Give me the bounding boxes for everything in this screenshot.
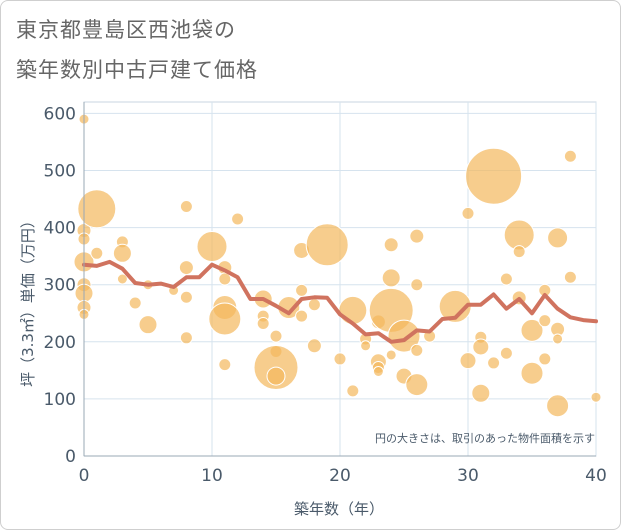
y-tick-label: 300 [44,276,76,296]
bubble-point [472,338,490,356]
bubble-point [459,352,477,370]
bubble-point [465,147,523,205]
bubble-point [520,361,544,385]
y-tick-label: 0 [65,447,76,467]
bubble-point [208,302,242,336]
bubble-point [338,295,368,325]
x-tick-label: 0 [79,466,90,486]
bubble-layer [73,113,602,418]
bubble-point [333,352,347,366]
bubble-point [405,373,429,397]
y-tick-label: 100 [44,390,76,410]
bubble-point [547,227,569,249]
axis-layer: 0 100 200 300 400 500 600 0 10 20 30 40 [44,102,607,486]
bubble-point [90,246,104,260]
y-axis-label: 坪（3.3㎡）単価（万円） [19,213,37,387]
bubble-point [77,189,117,229]
bubble-point [179,199,193,213]
bubble-point [520,318,544,342]
bubble-point [196,230,228,262]
bubble-point [231,212,245,226]
bubble-point [383,237,399,253]
bubble-point [538,352,552,366]
bubble-point [128,296,142,310]
bubble-point [360,340,372,352]
bubble-point [590,391,602,403]
y-tick-label: 200 [44,333,76,353]
bubble-point [381,268,401,288]
bubble-point [499,346,513,360]
bubble-point [116,273,128,285]
bubble-point [112,243,132,263]
bubble-point [218,358,232,372]
chart-title-line2: 築年数別中古戸建て価格 [16,58,258,82]
bubble-point [387,319,421,353]
bubble-point [269,329,283,343]
bubble-point [295,283,309,297]
bubble-point [306,338,322,354]
y-tick-label: 600 [44,104,76,124]
bubble-point [307,298,321,312]
bubble-point [538,314,552,328]
chart-title-line1: 東京都豊島区西池袋の [16,18,236,42]
bubble-point [552,333,564,345]
bubble-point [512,245,526,259]
bubble-point [179,331,193,345]
bubble-size-annotation: 円の大きさは、取引のあった物件面積を示す [375,431,595,445]
x-tick-label: 10 [201,466,223,486]
x-tick-label: 20 [329,466,351,486]
average-price-line [82,259,598,344]
x-tick-label: 40 [585,466,607,486]
bubble-point [546,394,570,418]
bubble-point [385,349,397,361]
bubble-point [410,343,424,357]
y-tick-label: 400 [44,219,76,239]
bubble-point [179,290,193,304]
grid-layer [83,101,597,457]
bubble-point [256,317,270,331]
bubble-point [487,356,501,370]
bubble-point [178,260,194,276]
bubble-point [305,223,349,267]
x-axis-label: 築年数（年） [294,500,384,518]
bubble-point [410,278,424,292]
bubble-point [138,315,158,335]
bubble-point [372,365,384,377]
bubble-point [409,228,425,244]
bubble-point [346,384,360,398]
y-tick-label: 500 [44,162,76,182]
x-tick-label: 30 [457,466,479,486]
bubble-point [461,206,475,220]
bubble-point [471,383,491,403]
bubble-point [499,272,513,286]
line-layer [82,259,598,344]
bubble-point [563,149,577,163]
bubble-point [563,270,577,284]
bubble-point [295,309,309,323]
bubble-point [266,366,286,386]
bubble-point [218,272,232,286]
